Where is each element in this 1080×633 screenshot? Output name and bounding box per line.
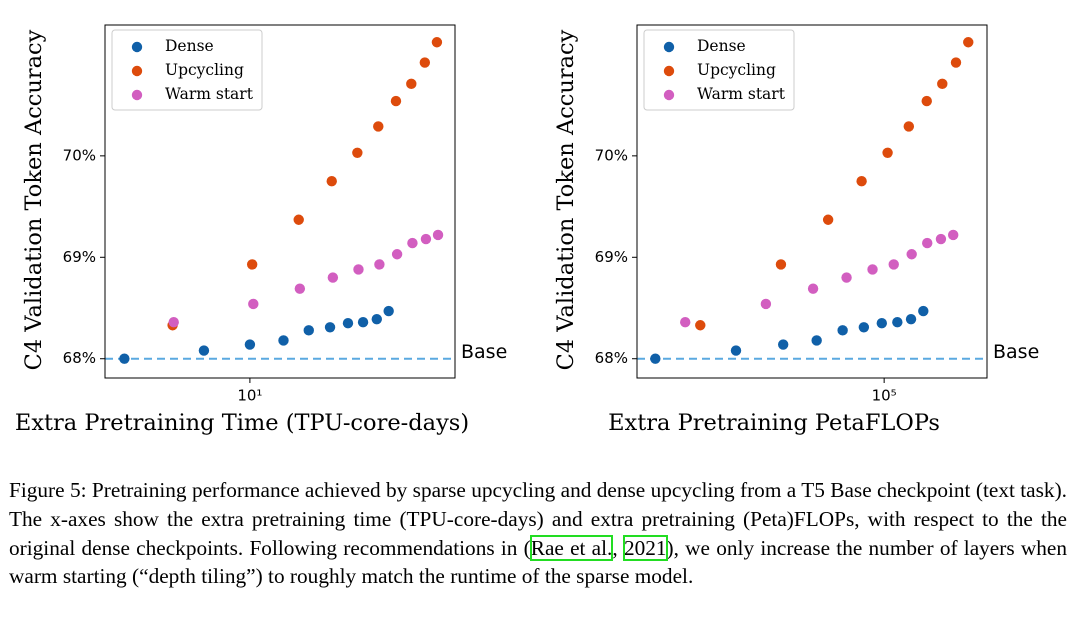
- y-tick-label: 69%: [595, 248, 628, 266]
- y-axis-label: C4 Validation Token Accuracy: [553, 29, 579, 370]
- legend-box: [111, 29, 263, 111]
- point: [293, 214, 304, 225]
- legend-marker: [131, 65, 143, 77]
- legend-marker: [663, 41, 675, 53]
- legend-marker: [663, 89, 675, 101]
- baseline-label: Base: [993, 341, 1039, 363]
- point: [353, 264, 364, 275]
- point: [406, 78, 417, 90]
- point: [391, 249, 403, 260]
- point: [906, 249, 917, 260]
- point: [837, 325, 848, 336]
- citation-link[interactable]: 2021: [622, 534, 668, 561]
- point: [882, 147, 893, 159]
- point: [811, 335, 822, 346]
- legend-label: Warm start: [165, 85, 254, 103]
- point: [407, 237, 418, 249]
- point: [841, 272, 852, 283]
- legend-marker: [131, 89, 143, 101]
- legend-label: Dense: [165, 37, 214, 55]
- point: [371, 313, 382, 325]
- x-tick-label: 10¹: [237, 387, 262, 405]
- point: [760, 298, 772, 310]
- caption-text: Figure 5: Pretraining performance achiev…: [9, 478, 1067, 560]
- legend-label: Upcycling: [165, 61, 244, 79]
- point: [822, 214, 834, 225]
- point: [858, 322, 870, 333]
- y-axis-label: C4 Validation Token Accuracy: [21, 29, 47, 370]
- point: [730, 345, 742, 356]
- point: [777, 339, 789, 350]
- point: [867, 264, 878, 275]
- point: [892, 317, 903, 328]
- x-axis-label: Extra Pretraining Time (TPU-core-days): [15, 410, 469, 436]
- legend-label: Upcycling: [697, 61, 776, 79]
- legend-marker: [131, 41, 143, 53]
- y-tick-label: 68%: [595, 349, 628, 367]
- point: [950, 57, 962, 68]
- citation-separator: ,: [612, 535, 624, 560]
- legend-label: Dense: [697, 37, 746, 55]
- point: [294, 283, 306, 294]
- citation-link[interactable]: Rae et al.: [529, 534, 614, 561]
- point: [918, 305, 929, 317]
- point: [419, 57, 431, 68]
- y-tick-label: 70%: [595, 146, 628, 164]
- point: [905, 313, 917, 325]
- point: [420, 233, 432, 245]
- point: [357, 317, 369, 328]
- point: [947, 229, 959, 241]
- point: [326, 176, 337, 187]
- point: [903, 121, 915, 132]
- point: [119, 353, 130, 364]
- x-tick-label: 10⁵: [872, 387, 897, 405]
- plot-frame: [104, 24, 456, 379]
- y-tick-label: 68%: [63, 349, 96, 367]
- point: [248, 298, 259, 310]
- point: [303, 325, 314, 336]
- x-axis-label: Extra Pretraining PetaFLOPs: [608, 410, 940, 436]
- point: [856, 176, 867, 187]
- legend-label: Warm start: [697, 85, 786, 103]
- point: [383, 305, 394, 317]
- point: [327, 272, 339, 283]
- point: [278, 335, 289, 346]
- point: [324, 322, 336, 333]
- point: [922, 237, 933, 249]
- y-tick-label: 69%: [63, 248, 96, 266]
- plot-frame: [636, 24, 988, 379]
- point: [244, 339, 256, 350]
- figure: 68% 69% 70% 10¹ Base Dense Upcycling Warm start…: [15, 24, 1039, 436]
- point: [963, 37, 974, 48]
- caption: Figure 5: Pretraining performance achiev…: [9, 476, 1067, 591]
- point: [921, 95, 932, 107]
- point: [775, 259, 787, 270]
- baseline-label: Base: [461, 341, 507, 363]
- point: [342, 318, 354, 329]
- point: [650, 353, 661, 364]
- point: [935, 233, 947, 245]
- point: [390, 95, 402, 107]
- legend-box: [643, 29, 795, 111]
- y-tick-label: 70%: [63, 146, 96, 164]
- point: [888, 259, 899, 270]
- point: [431, 37, 443, 48]
- point: [352, 147, 363, 159]
- caption-text: ), we only increase the number of layers…: [9, 535, 1067, 589]
- point: [432, 229, 444, 241]
- point: [807, 283, 819, 294]
- point: [680, 317, 691, 328]
- point: [937, 78, 948, 90]
- point: [168, 317, 179, 328]
- point: [198, 345, 210, 356]
- point: [876, 318, 887, 329]
- point: [373, 121, 384, 132]
- point: [374, 259, 385, 270]
- point: [246, 259, 258, 270]
- legend-marker: [663, 65, 675, 77]
- point: [695, 320, 706, 331]
